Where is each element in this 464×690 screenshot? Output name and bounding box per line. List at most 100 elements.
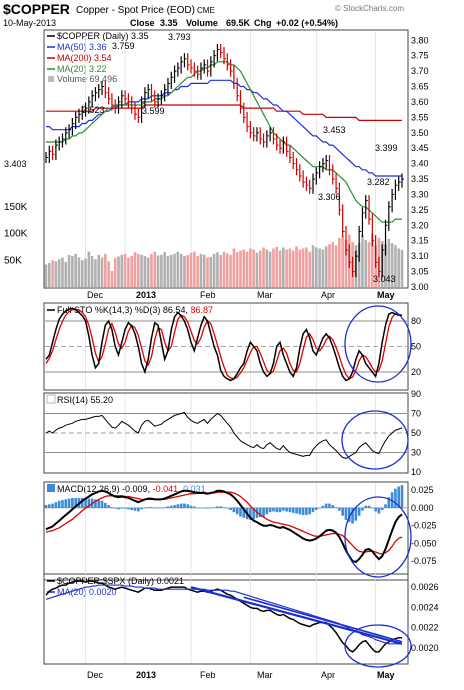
macd-histogram-bar bbox=[288, 507, 292, 513]
volume-bar bbox=[249, 248, 252, 287]
volume-bar bbox=[176, 251, 180, 287]
ratio-legend: $COPPER:$SPX (Daily) 0.0021 MA(20) 0.002… bbox=[47, 576, 184, 597]
price-annotation-label: 3.599 bbox=[142, 106, 165, 116]
macd-line bbox=[45, 489, 403, 563]
volume-bar bbox=[239, 250, 242, 287]
volume-bar bbox=[110, 270, 114, 287]
volume-bar bbox=[57, 259, 61, 287]
volume-bar bbox=[331, 242, 335, 287]
macd-histogram-bar bbox=[186, 504, 190, 508]
price-tick-label: 3.40 bbox=[411, 159, 429, 169]
price-tick-label: 3.30 bbox=[411, 189, 429, 199]
volume-bar bbox=[169, 254, 173, 287]
volume-bar bbox=[107, 261, 110, 287]
macd-histogram-bar bbox=[357, 507, 361, 516]
macd-histogram-bar bbox=[97, 500, 101, 508]
macd-histogram-bar bbox=[127, 507, 130, 510]
volume-bar bbox=[268, 251, 272, 287]
volume-bar bbox=[87, 251, 91, 287]
macd-histogram-bar bbox=[380, 507, 384, 511]
rsi-tick-label: 90 bbox=[411, 389, 421, 399]
macd-histogram-bar bbox=[400, 485, 404, 508]
legend-ma20-name: MA(20) bbox=[57, 64, 87, 74]
svg-text:MACD(12,26,9) -0.009, -0.041,: MACD(12,26,9) -0.009, -0.041, 0.031 bbox=[57, 484, 206, 494]
legend-ma50-name: MA(50) bbox=[57, 42, 87, 52]
volume-bar bbox=[77, 257, 81, 287]
close-value: 3.35 bbox=[160, 18, 178, 28]
volume-bar bbox=[136, 253, 140, 287]
macd-histogram-bar bbox=[239, 507, 242, 517]
volume-bar bbox=[225, 253, 229, 287]
macd-histogram-bar bbox=[338, 507, 341, 511]
macd-histogram-bar bbox=[331, 505, 335, 508]
date-label: 10-May-2013 bbox=[3, 18, 56, 28]
volume-bar bbox=[156, 255, 160, 287]
volume-bar bbox=[397, 248, 401, 287]
volume-bar bbox=[390, 243, 394, 287]
legend-sto-k-name: %K(14,3) bbox=[95, 305, 133, 315]
volume-bar bbox=[173, 253, 176, 287]
macd-histogram-bar bbox=[318, 507, 321, 509]
volume-bar bbox=[61, 257, 64, 287]
rsi-highlight-circle bbox=[341, 410, 409, 470]
macd-histogram-bar bbox=[341, 507, 344, 516]
x-axis-label-bottom: 2013 bbox=[136, 670, 156, 680]
macd-histogram-bar bbox=[242, 507, 246, 518]
price-tick-label: 3.45 bbox=[411, 143, 429, 153]
price-tick-label: 3.15 bbox=[411, 236, 429, 246]
stochastic-k-line bbox=[45, 307, 403, 382]
macd-histogram-bar bbox=[387, 497, 391, 508]
macd-histogram-bar bbox=[104, 502, 107, 508]
volume-tick-label: 50K bbox=[4, 255, 22, 266]
macd-histogram-bar bbox=[285, 507, 288, 512]
macd-histogram-bar bbox=[229, 507, 232, 511]
ma200-line bbox=[46, 104, 402, 122]
macd-histogram-bar bbox=[140, 507, 143, 510]
macd-histogram-bar bbox=[206, 507, 209, 509]
volume-bar bbox=[44, 264, 48, 287]
volume-bar bbox=[150, 253, 153, 287]
volume-bar bbox=[100, 257, 104, 287]
volume-bar bbox=[265, 249, 269, 287]
macd-histogram-bar bbox=[324, 503, 328, 508]
macd-tick-label: -0.075 bbox=[411, 556, 437, 566]
macd-histogram-bar bbox=[344, 507, 348, 520]
macd-histogram-bar bbox=[74, 497, 77, 508]
macd-histogram-bar bbox=[334, 507, 338, 508]
volume-bar bbox=[328, 244, 331, 287]
legend-macd-signal-value: -0.041 bbox=[153, 484, 179, 494]
macd-histogram-bar bbox=[169, 505, 173, 508]
volume-bar bbox=[179, 253, 183, 287]
volume-bar bbox=[334, 245, 338, 287]
macd-histogram-bar bbox=[47, 504, 51, 508]
macd-histogram-bar bbox=[351, 507, 354, 524]
ratio-trendline bbox=[243, 596, 403, 643]
macd-histogram-bar bbox=[397, 486, 401, 508]
stochastic-legend: Full STO %K(14,3) %D(3) 86.54, 86.87 bbox=[47, 305, 213, 315]
x-axis-label-price: Feb bbox=[200, 290, 216, 300]
x-axis-label-price: Apr bbox=[321, 290, 335, 300]
macd-histogram-bar bbox=[374, 507, 377, 512]
macd-histogram-bar bbox=[44, 505, 48, 508]
volume-bar bbox=[189, 252, 193, 287]
macd-legend: MACD(12,26,9) -0.009, -0.041, 0.031 bbox=[47, 484, 206, 494]
macd-tick-label: -0.025 bbox=[411, 521, 437, 531]
ratio-highlight-circle bbox=[344, 624, 412, 668]
volume-bar bbox=[255, 252, 259, 287]
close-label: Close bbox=[130, 18, 155, 28]
x-axis-label-bottom: Feb bbox=[200, 670, 216, 680]
macd-histogram-bar bbox=[61, 500, 64, 508]
macd-histogram-bar bbox=[67, 498, 71, 508]
macd-histogram-bar bbox=[354, 507, 358, 521]
macd-histogram-bar bbox=[113, 507, 117, 509]
volume-bar bbox=[94, 259, 97, 287]
volume-bar bbox=[133, 252, 137, 287]
macd-histogram-bar bbox=[371, 507, 374, 509]
volume-bar bbox=[74, 253, 77, 287]
legend-ratio-ma-name: MA(20) bbox=[57, 587, 87, 597]
macd-histogram-bar bbox=[278, 507, 282, 513]
macd-histogram-bar bbox=[64, 499, 68, 508]
svg-text:MA(50) 3.36: MA(50) 3.36 bbox=[57, 42, 107, 52]
volume-bar bbox=[295, 246, 298, 287]
macd-histogram-bar bbox=[235, 507, 239, 515]
